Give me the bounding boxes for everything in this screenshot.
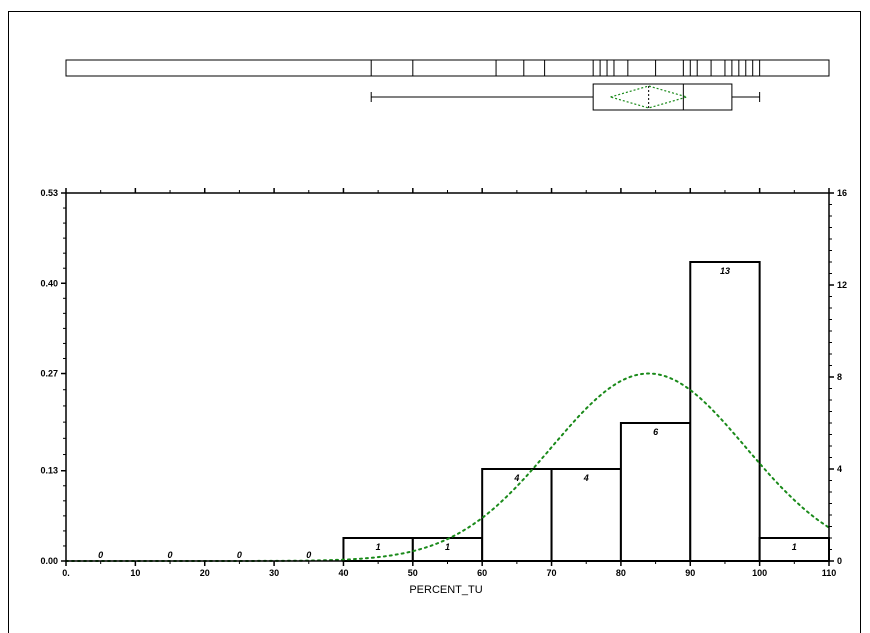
bar-count-label: 4	[513, 473, 519, 483]
bar-count-label: 1	[376, 542, 381, 552]
histogram-bar	[689, 261, 761, 562]
x-tick-label: 70	[547, 568, 557, 578]
box-iqr	[592, 83, 733, 111]
bar-count-label: 1	[445, 542, 450, 552]
x-tick-label: 60	[477, 568, 487, 578]
left-tick-label: 0.00	[40, 556, 58, 566]
left-tick-label: 0.40	[40, 278, 58, 288]
x-tick-label: 0.	[62, 568, 70, 578]
left-tick-label: 0.27	[40, 369, 58, 379]
x-tick-label: 50	[408, 568, 418, 578]
bar-count-label: 0	[168, 550, 173, 560]
axes: 0. 10 20 30 40 50 60 70 80 90 100 1100.000.130.270.…	[40, 188, 847, 578]
x-tick-label: 10	[130, 568, 140, 578]
x-tick-label: 20	[200, 568, 210, 578]
x-tick-label: 110	[822, 568, 837, 578]
x-tick-label: 100	[752, 568, 767, 578]
right-tick-label: 4	[837, 464, 842, 474]
x-tick-label: 40	[338, 568, 348, 578]
left-tick-label: 0.53	[40, 188, 58, 198]
rug-strip	[65, 59, 830, 77]
right-tick-label: 16	[837, 188, 847, 198]
histogram-bars: 0 0 0 0 1 1 4 4 6 13 1	[98, 261, 830, 562]
box-plot	[370, 83, 761, 111]
histogram-bar	[619, 422, 692, 562]
bar-count-label: 0	[237, 550, 242, 560]
left-tick-label: 0.13	[40, 466, 58, 476]
histogram-bar	[550, 468, 622, 562]
x-tick-label: 80	[616, 568, 626, 578]
mean-diamond	[608, 85, 689, 109]
bar-count-label: 0	[98, 550, 103, 560]
right-tick-label: 0	[837, 556, 842, 566]
figure-frame	[8, 11, 861, 633]
x-axis-title: PERCENT_TU	[409, 584, 482, 596]
x-tick-label: 90	[685, 568, 695, 578]
bar-count-label: 6	[653, 427, 659, 437]
bar-count-label: 4	[583, 473, 589, 483]
right-tick-label: 8	[837, 372, 842, 382]
rug-frame	[65, 59, 830, 77]
x-tick-label: 30	[269, 568, 279, 578]
histogram-bar	[481, 468, 553, 562]
bar-count-label: 13	[720, 266, 730, 276]
right-tick-label: 12	[837, 280, 847, 290]
bar-count-label: 1	[792, 542, 797, 552]
bar-count-label: 0	[306, 550, 311, 560]
